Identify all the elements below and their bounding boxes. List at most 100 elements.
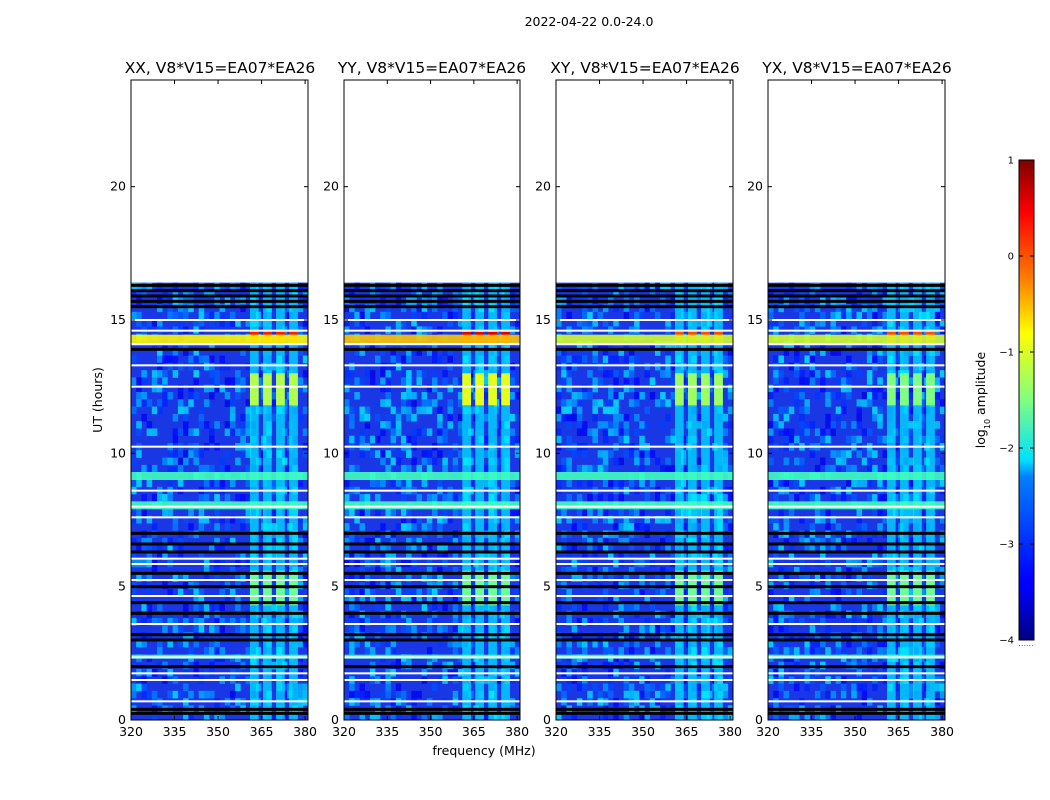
flagged-row-white xyxy=(768,516,945,519)
heatmap-cell xyxy=(421,450,428,458)
heatmap-cell xyxy=(214,647,220,655)
flagged-row-black xyxy=(131,531,308,535)
heatmap-cell xyxy=(602,537,609,546)
heatmap-cell xyxy=(344,574,350,582)
y-tick-label: 20 xyxy=(535,179,551,194)
heatmap-cell xyxy=(696,617,703,626)
flagged-row-white xyxy=(768,445,945,448)
heatmap-cell xyxy=(468,479,474,488)
heatmap-cell xyxy=(162,494,168,502)
heatmap-cell xyxy=(245,428,252,437)
heatmap-cell xyxy=(229,515,236,524)
heatmap-cell xyxy=(830,311,836,320)
heatmap-cell xyxy=(654,399,661,407)
heatmap-cell xyxy=(203,311,210,320)
heatmap-cell xyxy=(442,435,448,444)
rfi-channel-strip xyxy=(462,282,471,720)
flagged-row-black xyxy=(131,633,308,637)
heatmap-cell xyxy=(172,457,179,466)
heatmap-cell xyxy=(354,311,360,320)
heatmap-cell xyxy=(654,545,661,553)
heatmap-cell xyxy=(380,625,386,633)
heatmap-cell xyxy=(167,545,173,553)
heatmap-cell xyxy=(364,552,371,560)
heatmap-cell xyxy=(722,523,729,531)
heatmap-cell xyxy=(602,450,609,458)
heatmap-cell xyxy=(623,523,630,531)
heatmap-cell xyxy=(639,625,645,633)
heatmap-cell xyxy=(457,421,464,429)
heatmap-cell xyxy=(696,596,703,604)
heatmap-cell xyxy=(141,508,147,517)
heatmap-cell xyxy=(193,428,199,437)
heatmap-cell xyxy=(468,457,474,466)
panel-title-yx: YX, V8*V15=EA07*EA26 xyxy=(761,59,951,77)
y-tick-label: 20 xyxy=(747,179,763,194)
y-tick-label: 10 xyxy=(323,445,339,460)
heatmap-cell xyxy=(395,566,402,575)
heatmap-cell xyxy=(514,515,521,524)
heatmap-cell xyxy=(141,632,147,641)
heatmap-cell xyxy=(209,566,215,575)
heatmap-cell xyxy=(380,384,386,393)
heatmap-cell xyxy=(882,508,889,517)
heatmap-cell xyxy=(768,457,774,466)
heatmap-cell xyxy=(141,617,147,626)
heatmap-cell xyxy=(934,552,941,560)
flagged-row-black xyxy=(131,299,308,303)
heatmap-cell xyxy=(561,566,567,575)
heatmap-cell xyxy=(369,479,376,488)
heatmap-cell xyxy=(245,494,252,502)
heatmap-cell xyxy=(561,464,567,473)
heatmap-cell xyxy=(618,348,624,356)
heatmap-cell xyxy=(908,588,915,597)
heatmap-cell xyxy=(209,377,215,386)
heatmap-cell xyxy=(773,319,779,327)
heatmap-cell xyxy=(934,384,941,393)
heatmap-cell xyxy=(587,392,593,400)
heatmap-cell xyxy=(939,319,946,327)
heatmap-cell xyxy=(877,508,883,517)
heatmap-cell xyxy=(359,523,366,531)
heatmap-cell xyxy=(193,377,199,386)
heatmap-cell xyxy=(561,690,567,699)
heatmap-cell xyxy=(400,508,407,517)
heatmap-cell xyxy=(576,508,583,517)
heatmap-cell xyxy=(613,421,619,429)
heatmap-cell xyxy=(297,348,304,356)
heatmap-cell xyxy=(380,377,386,386)
heatmap-cell xyxy=(623,370,630,378)
flagged-row-black xyxy=(768,550,945,554)
heatmap-cell xyxy=(556,319,562,327)
heatmap-cell xyxy=(235,625,241,633)
heatmap-cell xyxy=(271,545,278,553)
flagged-row-black xyxy=(556,305,733,309)
heatmap-cell xyxy=(846,377,852,386)
heatmap-cell xyxy=(193,450,199,458)
heatmap-cell xyxy=(566,639,572,648)
heatmap-cell xyxy=(172,311,179,320)
heatmap-cell xyxy=(400,574,407,582)
heatmap-cell xyxy=(846,479,852,488)
heatmap-cell xyxy=(628,370,635,378)
heatmap-cell xyxy=(375,413,381,422)
heatmap-cell xyxy=(773,494,779,502)
heatmap-cell xyxy=(660,566,666,575)
heatmap-cell xyxy=(908,304,915,313)
heatmap-cell xyxy=(364,370,371,378)
heatmap-cell xyxy=(830,392,836,400)
heatmap-cell xyxy=(908,647,915,655)
heatmap-cell xyxy=(783,639,790,648)
heatmap-cell xyxy=(271,392,278,400)
heatmap-cell xyxy=(877,421,883,429)
heatmap-cell xyxy=(380,311,386,320)
flagged-row-black xyxy=(344,601,520,605)
heatmap-cell xyxy=(877,494,883,502)
rfi-channel-strip xyxy=(926,282,935,720)
heatmap-cell xyxy=(861,479,868,488)
heatmap-cell xyxy=(198,304,205,313)
heatmap-cell xyxy=(877,355,883,364)
heatmap-cell xyxy=(799,311,805,320)
heatmap-cell xyxy=(908,319,915,327)
heatmap-cell xyxy=(509,545,516,553)
